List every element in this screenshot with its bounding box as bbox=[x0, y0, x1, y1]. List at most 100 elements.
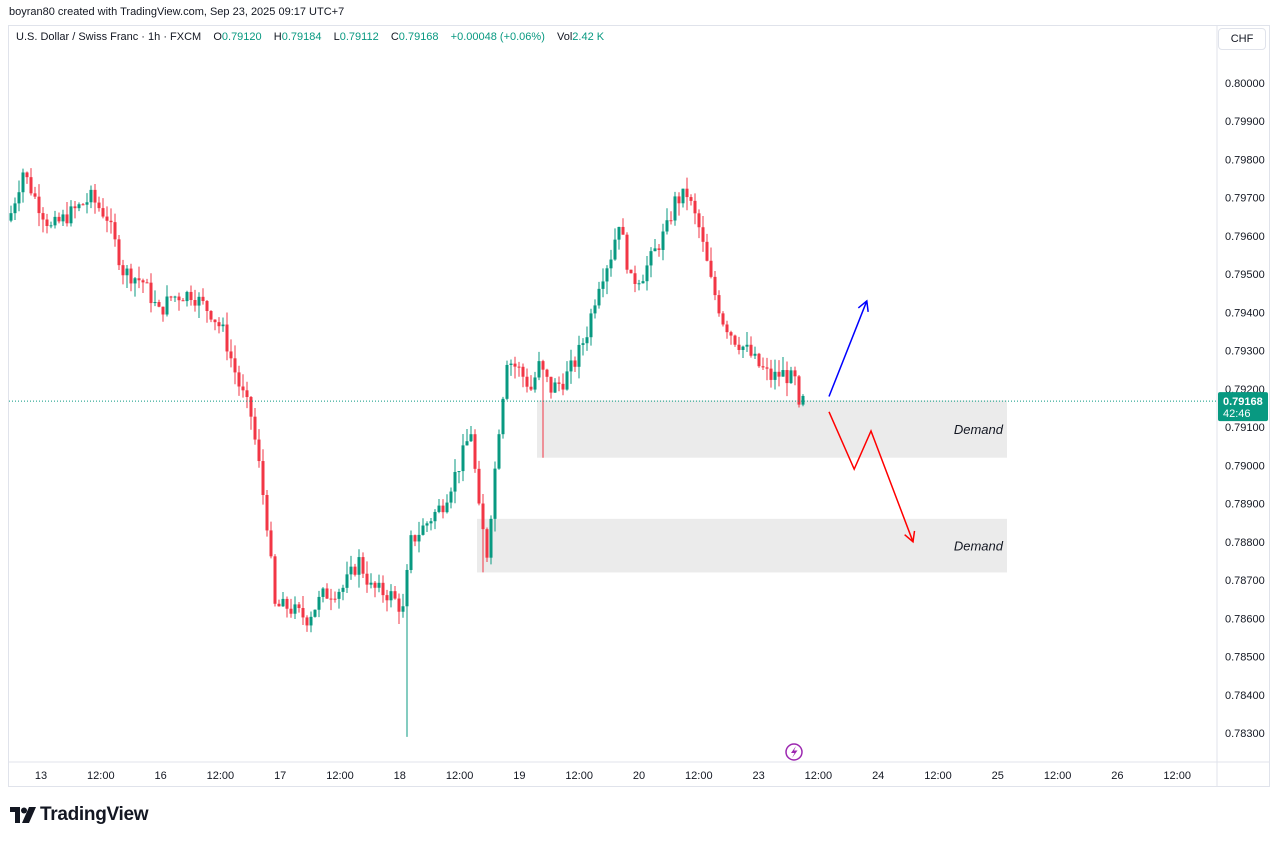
candle-body bbox=[65, 214, 69, 224]
candle-body bbox=[89, 189, 93, 203]
change-value: +0.00048 (+0.06%) bbox=[450, 31, 545, 43]
volume-value: 2.42 K bbox=[572, 31, 605, 43]
price-tick-label: 0.78300 bbox=[1225, 728, 1265, 740]
candle-body bbox=[517, 366, 521, 368]
last-price-tag-value: 0.79168 bbox=[1223, 396, 1263, 408]
candle-body bbox=[533, 377, 537, 390]
candle-body bbox=[285, 598, 289, 609]
time-tick-label: 12:00 bbox=[565, 770, 593, 782]
candle-body bbox=[717, 295, 721, 314]
time-tick-label: 16 bbox=[154, 770, 166, 782]
candle-body bbox=[213, 319, 217, 323]
candle-body bbox=[485, 529, 489, 558]
candle-body bbox=[21, 172, 25, 193]
candle-body bbox=[581, 343, 585, 345]
candle-body bbox=[305, 617, 309, 626]
candle-body bbox=[109, 220, 113, 223]
candle-body bbox=[77, 204, 81, 209]
time-tick-label: 12:00 bbox=[326, 770, 354, 782]
candle-body bbox=[429, 521, 433, 524]
lightning-icon[interactable] bbox=[785, 743, 803, 761]
close-label: C bbox=[390, 31, 399, 43]
time-tick-label: 13 bbox=[35, 770, 47, 782]
demand-zone-label-1: Demand bbox=[954, 422, 1004, 437]
candle-body bbox=[569, 360, 573, 372]
candle-body bbox=[745, 344, 749, 347]
close-value: 0.79168 bbox=[398, 31, 439, 43]
candle-body bbox=[693, 200, 697, 214]
candle-body bbox=[489, 518, 493, 558]
candle-body bbox=[297, 604, 301, 609]
candle-body bbox=[417, 534, 421, 542]
demand-zone-2[interactable] bbox=[477, 518, 1007, 573]
candle-body bbox=[253, 416, 257, 440]
candle-body bbox=[645, 265, 649, 282]
price-tick-label: 0.78900 bbox=[1225, 499, 1265, 511]
currency-selector[interactable]: CHF bbox=[1218, 28, 1266, 50]
red-projection-path[interactable] bbox=[828, 411, 914, 543]
candle-body bbox=[505, 364, 509, 399]
candle-body bbox=[621, 226, 625, 235]
candle-body bbox=[57, 216, 61, 222]
candle-body bbox=[141, 280, 145, 283]
candle-body bbox=[265, 494, 269, 531]
candle-body bbox=[561, 383, 565, 390]
candle-body bbox=[233, 358, 237, 373]
candle-body bbox=[45, 219, 49, 226]
candle-body bbox=[713, 276, 717, 296]
tradingview-logo[interactable]: TradingView bbox=[10, 804, 149, 826]
candle-body bbox=[373, 582, 377, 588]
candle-body bbox=[733, 335, 737, 345]
candle-body bbox=[269, 530, 273, 557]
candle-body bbox=[673, 196, 677, 221]
candle-body bbox=[697, 213, 701, 228]
time-tick-label: 19 bbox=[513, 770, 525, 782]
time-tick-label: 12:00 bbox=[805, 770, 833, 782]
candle-body bbox=[521, 366, 525, 377]
candle-body bbox=[9, 213, 13, 221]
candle-body bbox=[401, 606, 405, 612]
candle-body bbox=[625, 234, 629, 270]
candle-body bbox=[221, 324, 225, 327]
candle-body bbox=[337, 591, 341, 599]
candle-body bbox=[477, 468, 481, 504]
candle-body bbox=[549, 376, 553, 393]
candle-body bbox=[369, 582, 373, 585]
time-tick-label: 12:00 bbox=[685, 770, 713, 782]
last-price-tag bbox=[1218, 392, 1268, 422]
candle-body bbox=[333, 598, 337, 600]
open-value: 0.79120 bbox=[221, 31, 262, 43]
price-tick-label: 0.79000 bbox=[1225, 460, 1265, 472]
price-tick-label: 0.79400 bbox=[1225, 307, 1265, 319]
candle-body bbox=[473, 434, 477, 469]
blue-projection-path[interactable] bbox=[828, 300, 868, 397]
candle-body bbox=[529, 386, 533, 390]
candle-body bbox=[173, 296, 177, 298]
candle-body bbox=[157, 302, 161, 307]
candle-body bbox=[737, 344, 741, 350]
candle-body bbox=[153, 302, 157, 304]
price-tick-label: 0.79500 bbox=[1225, 269, 1265, 281]
candle-body bbox=[669, 220, 673, 222]
candle-body bbox=[61, 214, 65, 222]
candle-body bbox=[677, 196, 681, 204]
price-tick-label: 0.78800 bbox=[1225, 537, 1265, 549]
candle-body bbox=[237, 372, 241, 387]
candle-body bbox=[325, 588, 329, 599]
candle-body bbox=[545, 369, 549, 377]
time-tick-label: 12:00 bbox=[446, 770, 474, 782]
lightning-icon-glyph bbox=[791, 746, 798, 758]
candle-body bbox=[349, 566, 353, 575]
ohlc-legend: U.S. Dollar / Swiss Franc · 1h · FXCM O0… bbox=[16, 31, 604, 43]
candle-body bbox=[129, 268, 133, 284]
candle-body bbox=[605, 268, 609, 282]
symbol-title[interactable]: U.S. Dollar / Swiss Franc · 1h · FXCM bbox=[16, 31, 202, 43]
candle-body bbox=[245, 390, 249, 398]
time-tick-label: 12:00 bbox=[924, 770, 952, 782]
time-tick-label: 26 bbox=[1111, 770, 1123, 782]
time-tick-label: 18 bbox=[394, 770, 406, 782]
price-tick-label: 0.79100 bbox=[1225, 422, 1265, 434]
demand-zone-1[interactable] bbox=[537, 400, 1007, 458]
time-tick-label: 24 bbox=[872, 770, 884, 782]
